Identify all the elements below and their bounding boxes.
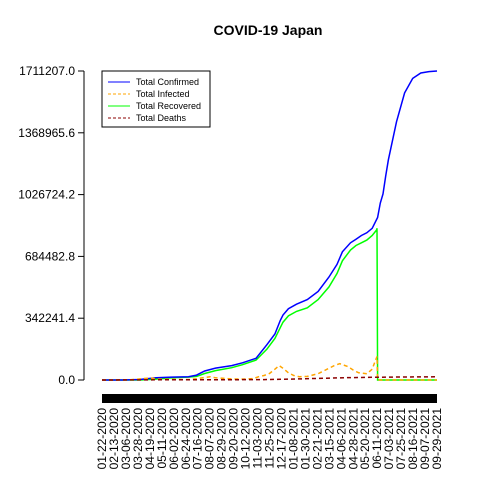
x-tick-label: 07-03-2021 [382, 408, 396, 470]
chart-title: COVID-19 Japan [214, 22, 323, 38]
x-tick-label: 01-08-2021 [286, 408, 300, 470]
x-tick-label: 06-02-2020 [167, 408, 181, 470]
legend: Total Confirmed Total Infected Total Recov… [101, 70, 211, 128]
legend-label: Total Infected [136, 89, 190, 99]
y-tick-label: 1368965.6 [18, 126, 75, 140]
x-tick-label: 04-28-2021 [346, 408, 360, 470]
series-line-total-infected [102, 356, 437, 381]
x-axis: 01-22-202002-13-202003-06-202003-28-2020… [95, 394, 444, 469]
x-tick-label: 07-16-2020 [191, 408, 205, 470]
legend-label: Total Recovered [136, 101, 201, 111]
x-tick-label: 02-21-2021 [310, 408, 324, 470]
series-line-total-deaths [101, 376, 438, 381]
x-tick-label: 08-29-2020 [215, 408, 229, 470]
legend-label: Total Deaths [136, 113, 187, 123]
y-tick-label: 1026724.2 [18, 188, 75, 202]
legend-label: Total Confirmed [136, 77, 199, 87]
plot-area [101, 70, 438, 381]
x-tick-label: 06-24-2020 [179, 408, 193, 470]
x-tick-label: 04-19-2020 [143, 408, 157, 470]
x-tick-label: 09-29-2021 [430, 408, 444, 470]
x-tick-label: 08-16-2021 [406, 408, 420, 470]
x-tick-label: 12-17-2020 [274, 408, 288, 470]
x-tick-label: 11-03-2020 [251, 408, 265, 469]
x-tick-label: 02-13-2020 [107, 408, 121, 470]
x-tick-label: 03-06-2020 [119, 408, 133, 470]
x-tick-label: 08-07-2020 [203, 408, 217, 470]
y-tick-label: 1711207.0 [19, 64, 75, 78]
x-tick-label: 05-11-2020 [155, 408, 169, 469]
x-tick-label: 01-30-2021 [298, 408, 312, 470]
x-tick-label: 10-12-2020 [239, 408, 253, 470]
x-tick-label: 05-20-2021 [358, 408, 372, 470]
series-line-total-recovered [102, 228, 437, 381]
y-tick-label: 684482.8 [25, 249, 75, 263]
x-tick-label: 09-07-2021 [418, 408, 432, 470]
x-tick-label: 09-20-2020 [227, 408, 241, 470]
x-tick-label: 04-06-2021 [334, 408, 348, 470]
x-tick-label: 03-15-2021 [322, 408, 336, 470]
series-line-total-confirmed [102, 70, 438, 381]
legend-box [101, 70, 211, 128]
x-tick-label: 01-22-2020 [95, 408, 109, 470]
y-tick-label: 0.0 [58, 373, 75, 387]
y-axis: 0.0 342241.4 684482.8 1026724.2 1368965.6 171… [18, 64, 85, 387]
x-tick-label: 07-25-2021 [394, 408, 408, 470]
x-tick-label: 06-11-2021 [370, 408, 384, 469]
y-tick-label: 342241.4 [25, 311, 75, 325]
x-tick-label: 11-25-2020 [263, 408, 277, 469]
x-tick-label: 03-28-2020 [131, 408, 145, 470]
x-tick-band [102, 394, 437, 403]
